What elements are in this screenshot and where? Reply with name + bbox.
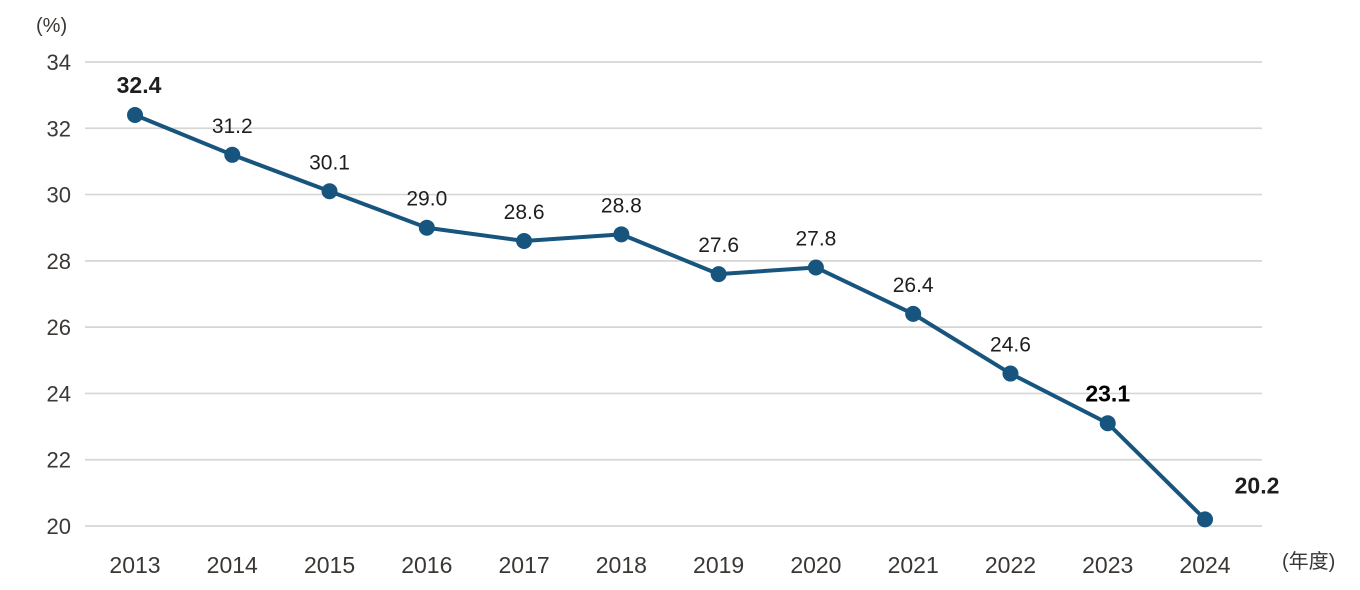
data-point-marker [905,305,922,322]
x-axis-year-label: 2015 [304,552,355,578]
data-point-marker [1197,511,1213,528]
data-point-marker [516,232,533,249]
y-axis-tick-label: 20 [47,514,71,539]
y-axis-tick-label: 24 [47,381,71,406]
data-point-marker [418,219,435,236]
x-axis-year-label: 2018 [596,552,647,578]
data-point-marker [127,107,143,124]
x-axis-year-label: 2017 [499,552,550,578]
data-point-value-label: 28.6 [504,201,545,224]
x-axis-year-label: 2023 [1082,552,1133,578]
data-point-value-label: 31.2 [212,115,253,138]
x-axis-year-label: 2016 [401,552,452,578]
data-point-value-label: 32.4 [117,72,162,98]
data-point-marker [321,183,338,200]
x-axis-year-label: 2022 [985,552,1036,578]
data-point-marker [1002,365,1019,382]
y-axis-tick-label: 26 [47,315,71,340]
data-point-marker [613,226,630,243]
y-axis-tick-label: 22 [47,448,71,473]
y-axis-tick-label: 28 [47,249,71,274]
data-point-marker [224,146,241,163]
data-point-value-label: 28.8 [601,194,642,217]
x-axis-year-label: 2020 [790,552,841,578]
y-axis-tick-label: 30 [47,183,71,208]
trend-line [133,113,1207,522]
x-axis-year-label: 2024 [1179,552,1230,578]
x-axis-unit-label: (年度) [1282,551,1336,573]
y-axis-tick-label: 34 [47,50,71,75]
data-point-value-label: 26.4 [893,274,934,297]
data-point-marker [807,259,824,276]
y-axis-unit-label: (%) [36,15,68,37]
x-axis-year-label: 2021 [888,552,939,578]
data-point-value-label: 23.1 [1085,380,1130,406]
x-axis-year-label: 2019 [693,552,744,578]
data-point-value-label: 20.2 [1235,472,1280,498]
data-point-value-label: 27.6 [698,234,739,257]
data-point-value-label: 29.0 [406,188,447,211]
data-point-value-label: 27.8 [795,227,836,250]
data-point-value-label: 30.1 [309,151,350,174]
data-point-marker [710,266,727,283]
data-point-marker [1099,415,1116,432]
y-axis-tick-label: 32 [47,116,71,141]
x-axis-year-label: 2014 [207,552,258,578]
x-axis-year-label: 2013 [109,552,160,578]
data-point-value-label: 24.6 [990,334,1031,357]
